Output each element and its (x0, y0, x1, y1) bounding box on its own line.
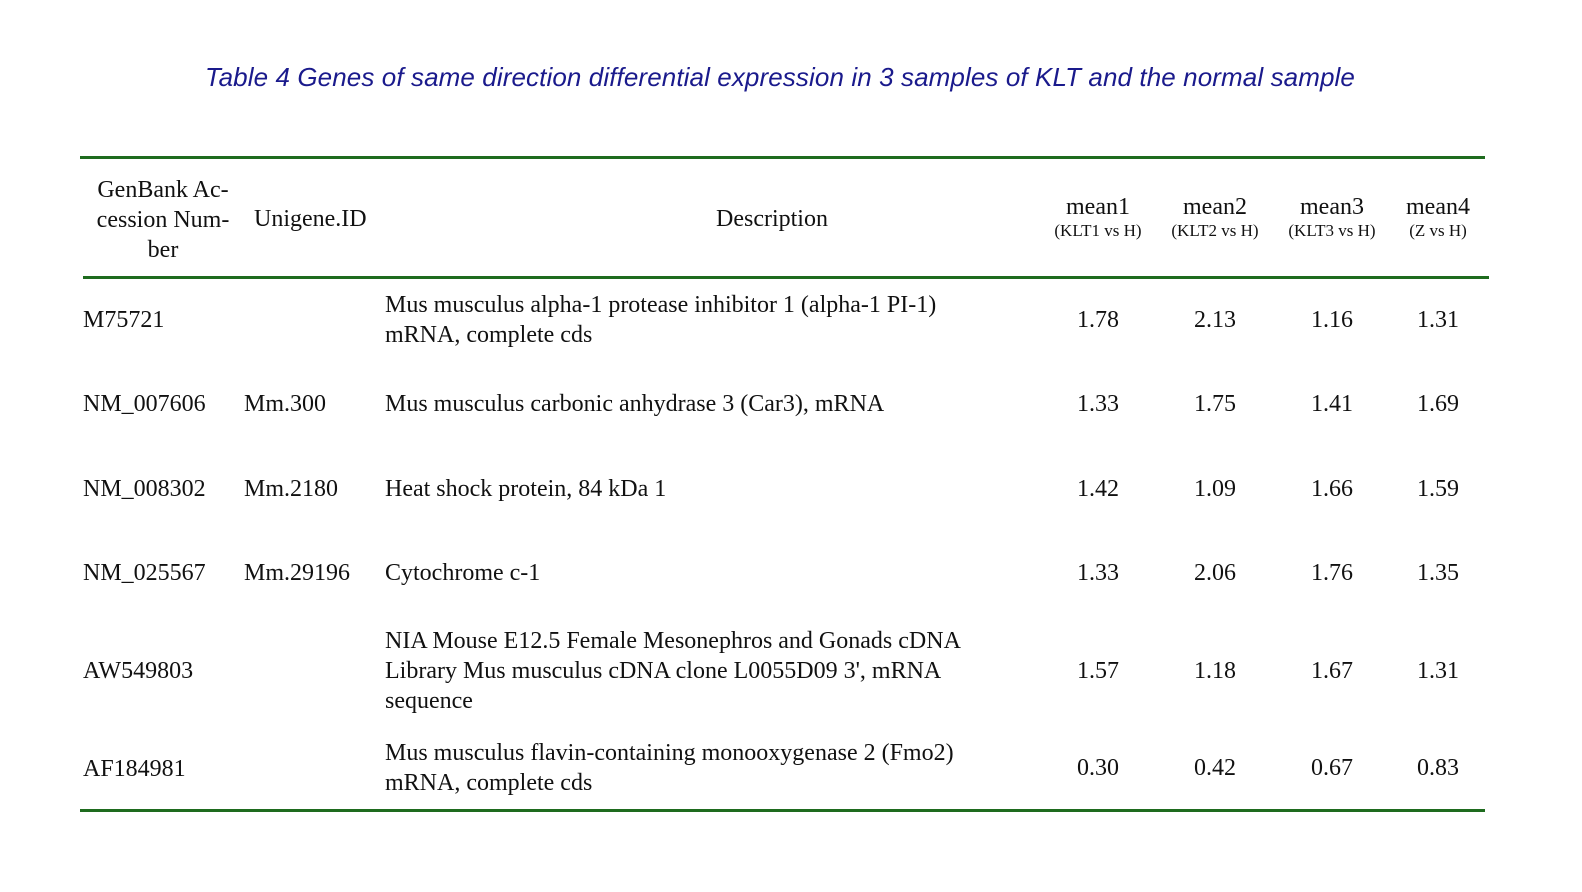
description-line: Library Mus musculus cDNA clone L0055D09… (385, 658, 942, 684)
header-unigene: Unigene.ID (254, 206, 367, 232)
description-line: mRNA, complete cds (385, 770, 593, 796)
mean4-cell: 0.83 (1417, 755, 1459, 781)
unigene-cell: Mm.2180 (244, 476, 339, 502)
mean1-cell: 1.33 (1077, 391, 1119, 417)
header-mean1: mean1 (KLT1 vs H) (1038, 193, 1158, 241)
header-mean-label: mean3 (1300, 194, 1364, 220)
accession-cell: M75721 (83, 307, 165, 333)
description-cell: Cytochrome c-1 (385, 558, 1025, 588)
accession-cell: AW549803 (83, 658, 194, 684)
header-mean-label: mean4 (1406, 194, 1470, 220)
header-accession: GenBank Ac- cession Num- ber (84, 175, 242, 265)
mean3-cell: 1.41 (1311, 391, 1353, 417)
mean2-cell: 1.18 (1194, 658, 1236, 684)
table-header-rule (83, 276, 1489, 279)
mean2-cell: 0.42 (1194, 755, 1236, 781)
description-cell: Heat shock protein, 84 kDa 1 (385, 474, 1025, 504)
header-accession-line: cession Num- (96, 207, 230, 233)
description-cell: Mus musculus carbonic anhydrase 3 (Car3)… (385, 389, 1025, 419)
mean4-cell: 1.35 (1417, 560, 1459, 586)
mean3-cell: 1.16 (1311, 307, 1353, 333)
description-line: Mus musculus alpha-1 protease inhibitor … (385, 292, 937, 318)
accession-cell: NM_025567 (83, 560, 206, 586)
description-line: mRNA, complete cds (385, 322, 593, 348)
description-line: Mus musculus carbonic anhydrase 3 (Car3)… (385, 391, 885, 417)
header-mean4: mean4 (Z vs H) (1378, 193, 1498, 241)
mean2-cell: 1.09 (1194, 476, 1236, 502)
mean3-cell: 0.67 (1311, 755, 1353, 781)
description-cell: Mus musculus alpha-1 protease inhibitor … (385, 290, 1025, 350)
mean1-cell: 0.30 (1077, 755, 1119, 781)
header-mean3: mean3 (KLT3 vs H) (1272, 193, 1392, 241)
mean4-cell: 1.31 (1417, 658, 1459, 684)
description-line: Cytochrome c-1 (385, 560, 541, 586)
accession-cell: NM_007606 (83, 391, 206, 417)
header-accession-line: GenBank Ac- (97, 177, 229, 203)
header-mean-label: mean1 (1066, 194, 1130, 220)
mean2-cell: 2.13 (1194, 307, 1236, 333)
header-mean2: mean2 (KLT2 vs H) (1155, 193, 1275, 241)
header-description: Description (716, 206, 828, 232)
table-top-rule (80, 156, 1485, 159)
header-mean-sub: (KLT1 vs H) (1054, 221, 1142, 240)
header-mean-label: mean2 (1183, 194, 1247, 220)
description-line: sequence (385, 688, 473, 714)
mean3-cell: 1.67 (1311, 658, 1353, 684)
mean3-cell: 1.66 (1311, 476, 1353, 502)
header-mean-sub: (KLT3 vs H) (1288, 221, 1376, 240)
header-accession-line: ber (147, 237, 179, 263)
mean4-cell: 1.59 (1417, 476, 1459, 502)
description-line: NIA Mouse E12.5 Female Mesonephros and G… (385, 628, 961, 654)
mean2-cell: 1.75 (1194, 391, 1236, 417)
mean1-cell: 1.78 (1077, 307, 1119, 333)
table-bottom-rule (80, 809, 1485, 812)
accession-cell: NM_008302 (83, 476, 206, 502)
description-cell: NIA Mouse E12.5 Female Mesonephros and G… (385, 626, 1025, 716)
description-cell: Mus musculus flavin-containing monooxyge… (385, 738, 1025, 798)
header-mean-sub: (KLT2 vs H) (1171, 221, 1259, 240)
description-line: Mus musculus flavin-containing monooxyge… (385, 740, 954, 766)
unigene-cell: Mm.29196 (244, 560, 351, 586)
mean1-cell: 1.33 (1077, 560, 1119, 586)
description-line: Heat shock protein, 84 kDa 1 (385, 476, 667, 502)
mean3-cell: 1.76 (1311, 560, 1353, 586)
table-caption: Table 4 Genes of same direction differen… (205, 62, 1355, 92)
mean4-cell: 1.69 (1417, 391, 1459, 417)
mean4-cell: 1.31 (1417, 307, 1459, 333)
mean1-cell: 1.57 (1077, 658, 1119, 684)
accession-cell: AF184981 (83, 756, 186, 782)
mean2-cell: 2.06 (1194, 560, 1236, 586)
mean1-cell: 1.42 (1077, 476, 1119, 502)
header-mean-sub: (Z vs H) (1409, 221, 1467, 240)
unigene-cell: Mm.300 (244, 391, 327, 417)
